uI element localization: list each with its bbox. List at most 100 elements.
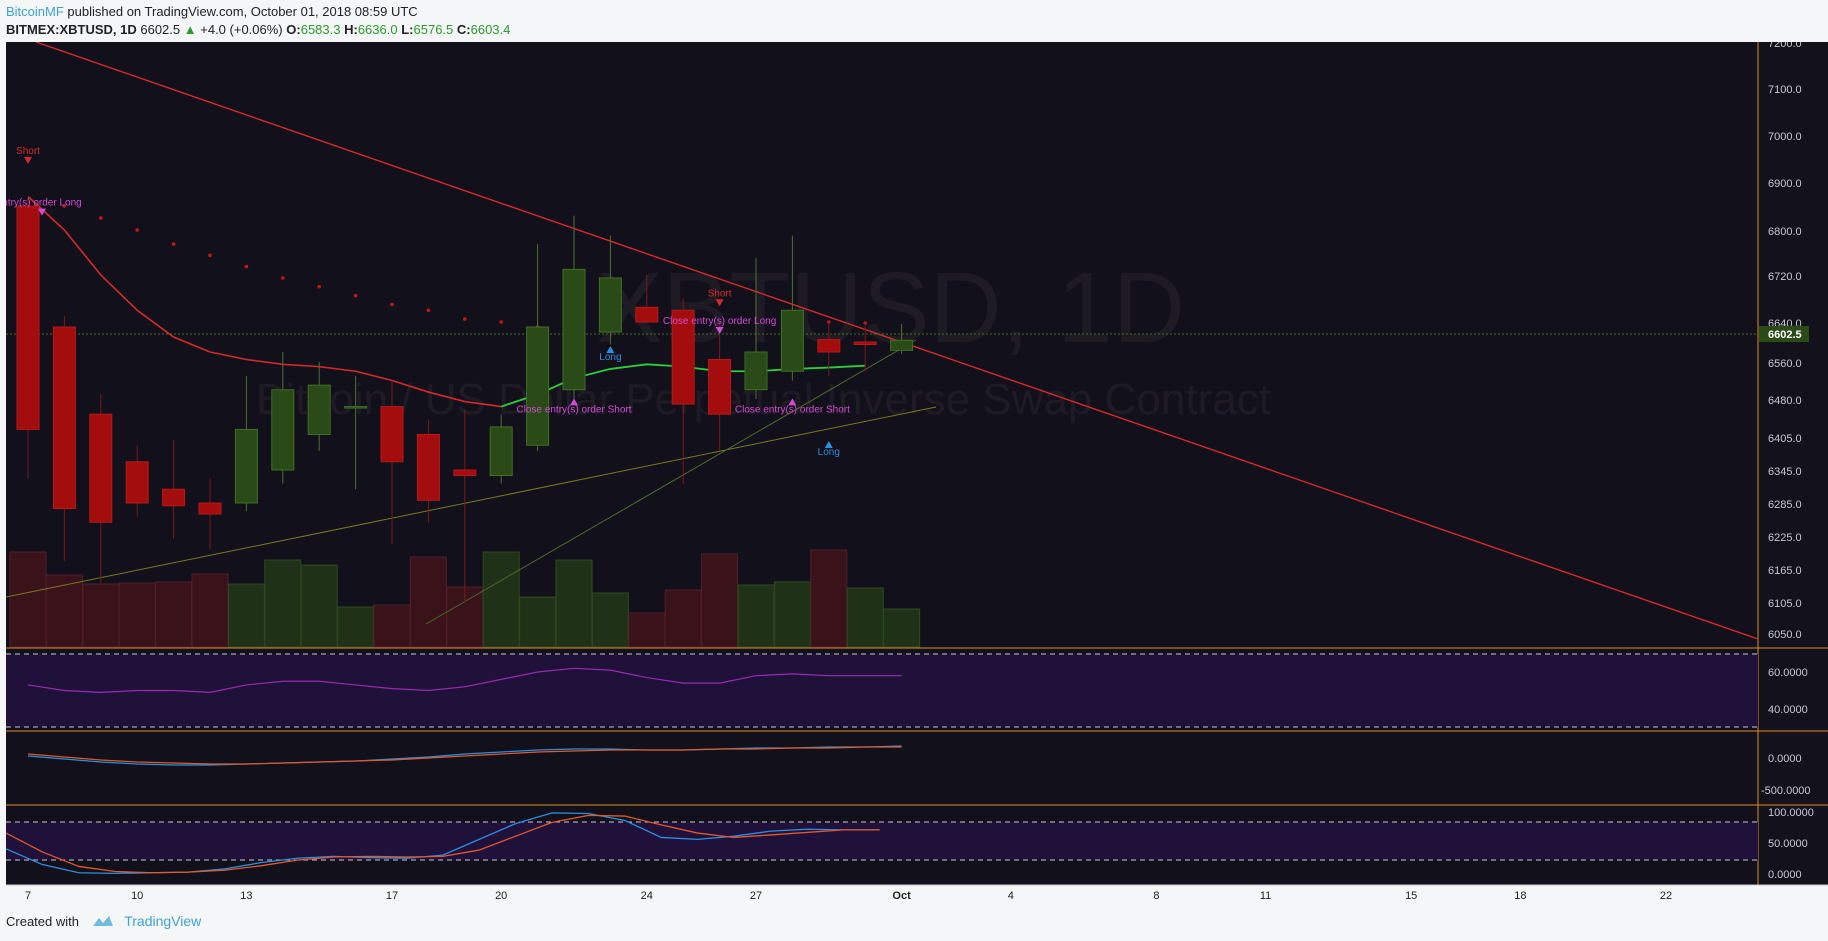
time-tick-label: 20 xyxy=(495,890,507,902)
price-tick-label: 6050.0 xyxy=(1768,629,1802,641)
candle-body xyxy=(344,406,368,409)
moving-average-red xyxy=(27,195,502,408)
low-value: 6576.5 xyxy=(413,22,454,37)
candle-body xyxy=(453,469,477,476)
price-axis-background xyxy=(1758,42,1828,904)
candle-body xyxy=(744,351,768,391)
candle-body xyxy=(416,433,440,501)
stoch-tick-label: 0.0000 xyxy=(1768,869,1802,881)
up-arrow-icon: ▲ xyxy=(183,22,197,37)
volume-bar xyxy=(810,549,848,648)
candle-body xyxy=(853,341,877,345)
time-tick-label: 18 xyxy=(1514,890,1526,902)
arrow-down-icon xyxy=(24,156,32,164)
candle-body xyxy=(271,389,295,471)
volume-bar xyxy=(337,606,375,648)
strategy-label: Close entry(s) order Short xyxy=(516,404,631,415)
volume-bar xyxy=(555,559,593,648)
candle-body xyxy=(598,277,622,333)
close-value: 6603.4 xyxy=(470,22,511,37)
time-tick-label: 15 xyxy=(1405,890,1417,902)
time-tick-label: 11 xyxy=(1260,890,1271,902)
arrow-up-icon xyxy=(570,398,578,406)
tradingview-link[interactable]: TradingView xyxy=(124,913,202,929)
stoch-band xyxy=(6,822,1758,860)
volume-bar xyxy=(373,604,411,648)
candle-body xyxy=(380,406,404,463)
open-label: O: xyxy=(286,22,301,37)
time-tick-label: 27 xyxy=(750,890,762,902)
candle-body xyxy=(307,384,331,435)
candle-body xyxy=(562,268,586,391)
low-label: L: xyxy=(401,22,414,37)
volume-bar xyxy=(227,583,265,648)
arrow-up-icon xyxy=(606,346,615,353)
macd-line xyxy=(27,745,902,766)
rsi-line xyxy=(27,667,902,693)
arrow-down-icon xyxy=(715,299,724,307)
publish-text: published on TradingView.com, October 01… xyxy=(67,4,418,19)
macd-signal-line xyxy=(27,746,902,765)
ascending-trendline-steep xyxy=(425,339,917,625)
candle-body xyxy=(780,309,804,372)
price-change: +4.0 (+0.06%) xyxy=(200,22,283,37)
strategy-label: ntry(s) order Long xyxy=(6,198,82,209)
strategy-label: Close entry(s) order Short xyxy=(735,404,850,415)
volume-bar xyxy=(591,592,629,648)
parabolic-sar-dot xyxy=(244,264,249,269)
strategy-label: Long xyxy=(599,352,621,363)
time-tick-label: 17 xyxy=(386,890,398,902)
macd-tick-label: -500.0000 xyxy=(1761,785,1811,797)
strategy-label: Short xyxy=(16,146,40,157)
close-label: C: xyxy=(456,22,471,37)
candle-body xyxy=(198,502,222,515)
candle-body xyxy=(125,461,149,504)
high-label: H: xyxy=(344,22,358,37)
candle-body xyxy=(489,426,513,477)
parabolic-sar-dot xyxy=(317,284,322,289)
chart-area[interactable]: XBTUSD, 1D Bitcoin / US Dollar Perpetual … xyxy=(2,38,1828,904)
arrow-up-icon xyxy=(824,441,833,448)
volume-bar xyxy=(409,556,447,648)
tradingview-logo-icon[interactable] xyxy=(91,914,115,931)
volume-bar xyxy=(118,582,156,648)
strategy-label: Short xyxy=(708,288,732,299)
candle-body xyxy=(817,339,841,353)
volume-bar xyxy=(519,596,557,648)
price-tick-label: 6165.0 xyxy=(1768,565,1802,577)
price-tick-label: 6225.0 xyxy=(1768,532,1802,544)
volume-bar xyxy=(883,608,921,648)
candle-body xyxy=(890,339,914,351)
time-tick-label: 7 xyxy=(25,890,31,902)
arrow-up-icon xyxy=(788,398,797,406)
open-value: 6583.3 xyxy=(300,22,341,37)
volume-bar xyxy=(664,589,702,648)
volume-bar xyxy=(773,581,811,648)
price-tick-label: 6900.0 xyxy=(1768,178,1802,190)
parabolic-sar-dot xyxy=(353,293,358,298)
price-tick-label: 6405.0 xyxy=(1768,433,1802,445)
parabolic-sar-dot xyxy=(99,216,103,220)
volume-bar xyxy=(737,584,775,648)
price-tick-label: 7200.0 xyxy=(1768,42,1802,50)
candle-body xyxy=(526,326,550,446)
macd-tick-label: 0.0000 xyxy=(1768,753,1802,765)
volume-bar xyxy=(482,551,520,648)
price-tick-label: 6105.0 xyxy=(1768,598,1802,610)
parabolic-sar-dot xyxy=(171,242,176,246)
parabolic-sar-dot xyxy=(62,204,67,208)
time-tick-label: 8 xyxy=(1153,890,1159,902)
price-tick-label: 6480.0 xyxy=(1768,395,1802,407)
symbol-bar: BITMEX:XBTUSD, 1D 6602.5 ▲ +4.0 (+0.06%)… xyxy=(6,22,510,37)
author-link[interactable]: BitcoinMF xyxy=(6,4,64,19)
candle-body xyxy=(16,205,40,430)
volume-bar xyxy=(191,573,229,648)
stoch-tick-label: 50.0000 xyxy=(1768,838,1808,850)
arrow-down-icon xyxy=(38,208,46,216)
price-tick-label: 7100.0 xyxy=(1768,84,1802,96)
candle-body xyxy=(89,413,113,523)
volume-bar xyxy=(628,612,666,648)
created-with-label: Created with xyxy=(6,914,79,929)
stoch-d-line xyxy=(5,814,880,874)
